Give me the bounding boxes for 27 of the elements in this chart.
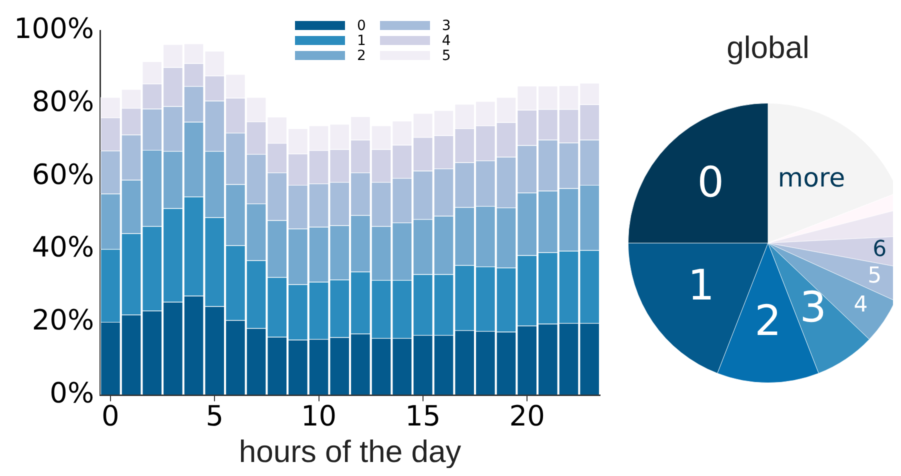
slice-label: 3: [800, 282, 827, 332]
x-tick-label: 15: [405, 399, 441, 432]
slice-label: 1: [688, 260, 714, 310]
y-tick-label: 60%: [32, 158, 94, 191]
slice-label: more: [778, 163, 846, 194]
x-tick-label: 20: [509, 399, 545, 432]
legend-label: 5: [442, 48, 451, 64]
slice-label: 6: [872, 237, 887, 262]
legend-label: 4: [442, 32, 451, 48]
legend-label: 2: [357, 48, 366, 64]
legend-label: 3: [442, 18, 451, 34]
x-axis-title: hours of the day: [238, 434, 462, 469]
slice-label: 5: [868, 263, 882, 288]
slice-label: 2: [754, 296, 782, 345]
slice-label: 0: [697, 158, 724, 207]
legend-label: 0: [357, 18, 366, 34]
y-tick-label: 0%: [50, 376, 94, 410]
x-tick-label: 0: [102, 399, 120, 432]
x-tick-label: 10: [300, 399, 337, 432]
y-tick-label: 40%: [32, 230, 94, 264]
y-tick-label: 80%: [32, 84, 94, 118]
y-tick-label: 20%: [32, 304, 94, 337]
chart-title: global: [726, 30, 810, 66]
y-tick-label: 100%: [14, 12, 94, 46]
x-tick-label: 5: [206, 399, 224, 432]
slice-label: 4: [854, 292, 868, 318]
legend-label: 1: [357, 32, 366, 48]
